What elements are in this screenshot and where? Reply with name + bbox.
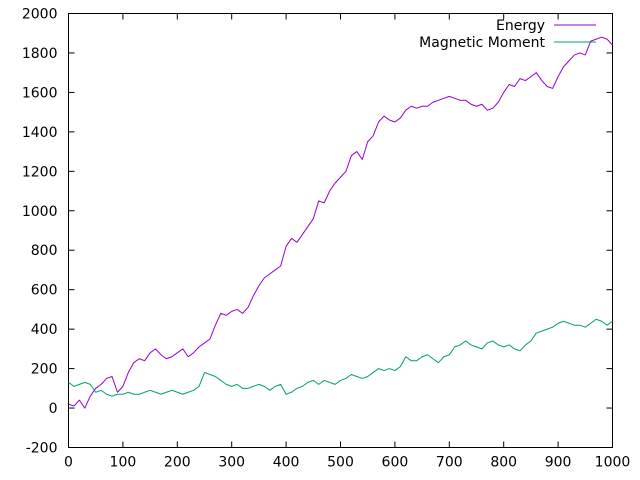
y-tick-label: 200 bbox=[31, 362, 58, 378]
x-tick-label: 700 bbox=[436, 455, 463, 471]
y-tick-label: 1800 bbox=[22, 46, 58, 62]
x-tick-label: 900 bbox=[545, 455, 572, 471]
y-tick-label: 1200 bbox=[22, 164, 58, 180]
y-tick-label: 1000 bbox=[22, 204, 58, 220]
y-tick-label: 1600 bbox=[22, 85, 58, 101]
y-tick-label: 2000 bbox=[22, 7, 58, 23]
axis-ticks: 0 100 200 300 400 500 600 700 800 900 1000 -200 0 200… bbox=[22, 7, 630, 471]
legend-label: Energy bbox=[496, 18, 545, 34]
y-tick-label: 600 bbox=[31, 283, 58, 299]
plot-frame bbox=[68, 13, 613, 448]
x-tick-label: 1000 bbox=[595, 455, 631, 471]
x-tick-label: 0 bbox=[64, 455, 73, 471]
y-tick-label: 800 bbox=[31, 243, 58, 259]
y-tick-label: 0 bbox=[49, 401, 58, 417]
x-tick-label: 200 bbox=[164, 455, 191, 471]
series-line-energy bbox=[68, 36, 613, 409]
y-tick-label: 400 bbox=[31, 322, 58, 338]
y-tick-label: 1400 bbox=[22, 125, 58, 141]
x-tick-label: 800 bbox=[490, 455, 517, 471]
y-tick-label: -200 bbox=[26, 441, 58, 457]
x-tick-label: 500 bbox=[327, 455, 354, 471]
x-tick-label: 600 bbox=[382, 455, 409, 471]
series-line-magnetic-moment bbox=[68, 318, 613, 397]
x-tick-label: 400 bbox=[273, 455, 300, 471]
series-lines bbox=[68, 36, 613, 409]
legend-label: Magnetic Moment bbox=[419, 35, 545, 51]
x-tick-label: 300 bbox=[218, 455, 245, 471]
x-tick-label: 100 bbox=[110, 455, 137, 471]
